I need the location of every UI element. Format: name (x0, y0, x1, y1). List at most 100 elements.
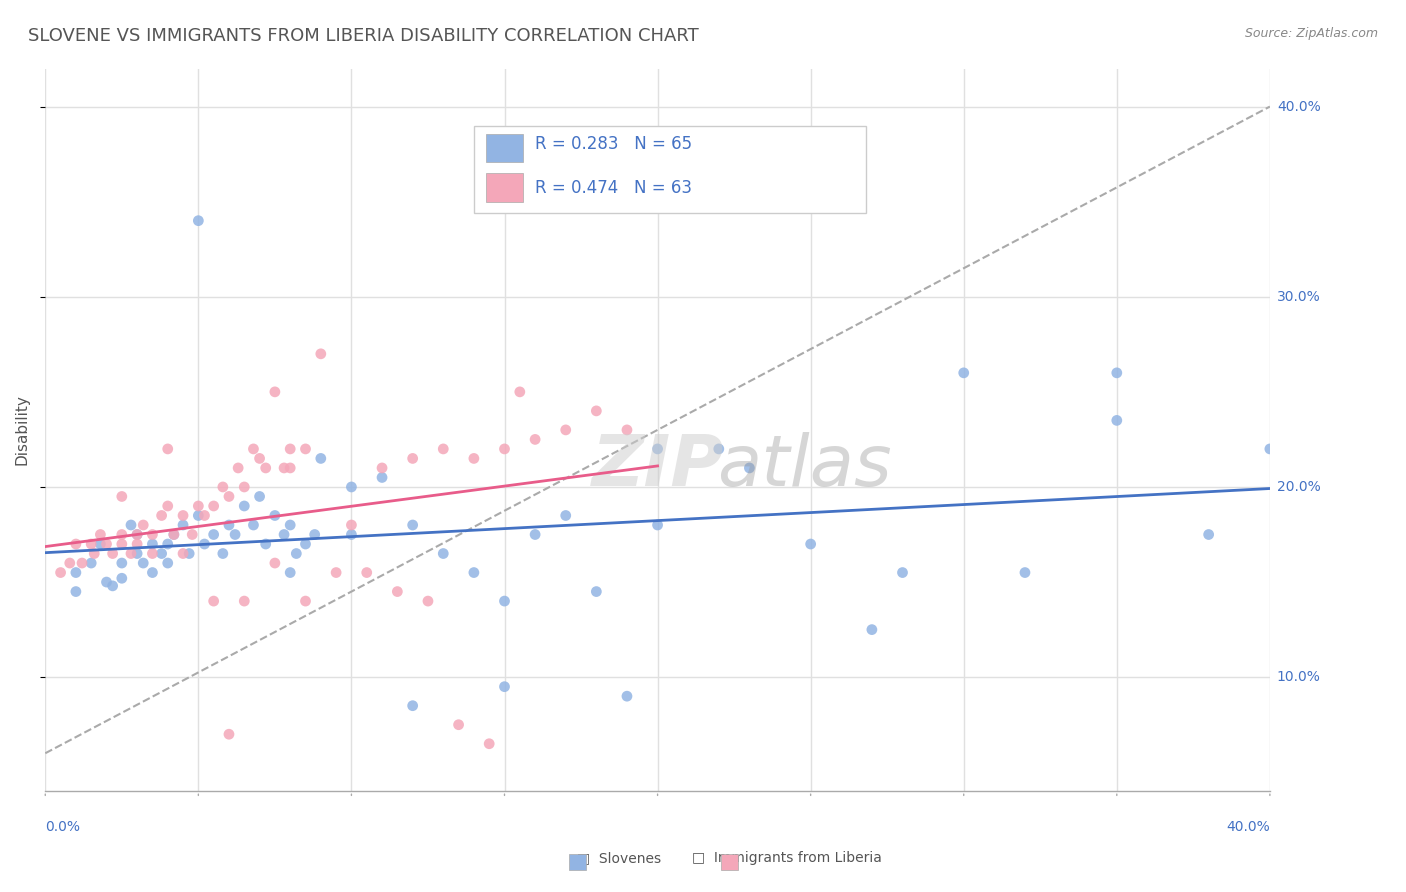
Point (860, 623, 883, 637)
Point (294, 594, 316, 608)
Point (218, 727, 240, 741)
Point (150, 508, 173, 523)
Point (242, 518, 264, 533)
Point (172, 508, 194, 523)
Point (264, 508, 287, 523)
Point (193, 537, 215, 551)
Point (218, 518, 240, 533)
Point (65, 537, 87, 551)
Text: atlas: atlas (717, 432, 891, 500)
Text: R = 0.474   N = 63: R = 0.474 N = 63 (536, 178, 692, 197)
Text: 10.0%: 10.0% (1277, 670, 1320, 684)
Point (120, 547, 142, 561)
Point (387, 584, 409, 599)
Point (509, 384, 531, 399)
Point (127, 547, 149, 561)
Point (226, 461, 249, 475)
Point (127, 537, 149, 551)
Point (278, 442, 301, 456)
Text: □  Slovenes: □ Slovenes (576, 851, 661, 865)
Point (285, 547, 308, 561)
Point (233, 480, 256, 494)
Point (249, 490, 271, 504)
Point (202, 527, 225, 541)
Point (554, 423, 576, 437)
Point (111, 490, 134, 504)
Y-axis label: Disability: Disability (15, 394, 30, 466)
Point (1105, 366, 1128, 380)
Point (273, 461, 295, 475)
Text: □  Immigrants from Liberia: □ Immigrants from Liberia (692, 851, 883, 865)
Point (179, 547, 201, 561)
Text: SLOVENE VS IMMIGRANTS FROM LIBERIA DISABILITY CORRELATION CHART: SLOVENE VS IMMIGRANTS FROM LIBERIA DISAB… (28, 27, 699, 45)
Point (49, 566, 72, 580)
Point (264, 556, 287, 570)
Point (101, 547, 124, 561)
Point (432, 442, 454, 456)
Point (371, 470, 394, 484)
Point (585, 584, 607, 599)
Point (585, 404, 607, 418)
Point (163, 527, 186, 541)
Point (172, 518, 194, 533)
Point (132, 518, 155, 533)
Point (1258, 442, 1281, 456)
Point (141, 537, 163, 551)
Point (494, 594, 516, 608)
Point (554, 508, 576, 523)
Point (163, 527, 186, 541)
Point (340, 480, 363, 494)
Point (340, 527, 363, 541)
Point (89, 527, 111, 541)
Point (218, 490, 240, 504)
Point (59, 556, 82, 570)
Point (249, 451, 271, 466)
Point (1014, 566, 1036, 580)
Text: R = 0.474   N = 63: R = 0.474 N = 63 (536, 178, 692, 197)
Point (1198, 527, 1220, 541)
FancyBboxPatch shape (486, 134, 523, 162)
Point (156, 537, 179, 551)
Point (647, 442, 669, 456)
Text: R = 0.283   N = 65: R = 0.283 N = 65 (536, 136, 692, 153)
Point (616, 689, 638, 703)
FancyBboxPatch shape (486, 134, 523, 162)
Point (707, 442, 730, 456)
Point (478, 737, 501, 751)
Point (172, 547, 194, 561)
Point (156, 499, 179, 513)
Point (89, 537, 111, 551)
Point (309, 347, 332, 361)
Point (254, 537, 277, 551)
Point (242, 442, 264, 456)
Point (111, 527, 134, 541)
Point (65, 584, 87, 599)
Point (211, 480, 233, 494)
Point (738, 461, 761, 475)
Point (647, 518, 669, 533)
Point (1105, 413, 1128, 427)
Point (356, 566, 378, 580)
Text: Source: ZipAtlas.com: Source: ZipAtlas.com (1244, 27, 1378, 40)
Text: 40.0%: 40.0% (1226, 820, 1270, 834)
Point (616, 423, 638, 437)
Point (304, 527, 326, 541)
Point (254, 461, 277, 475)
Point (181, 527, 204, 541)
Point (96, 537, 118, 551)
Point (187, 508, 209, 523)
Point (524, 433, 547, 447)
Point (120, 518, 142, 533)
Text: 0.0%: 0.0% (45, 820, 80, 834)
Point (187, 499, 209, 513)
Point (494, 442, 516, 456)
Point (141, 547, 163, 561)
Point (463, 451, 485, 466)
Point (294, 442, 316, 456)
Point (233, 499, 256, 513)
Text: 20.0%: 20.0% (1277, 480, 1320, 494)
Text: R = 0.283   N = 65: R = 0.283 N = 65 (536, 136, 692, 153)
Text: ZIP: ZIP (592, 432, 724, 500)
Text: 30.0%: 30.0% (1277, 290, 1320, 304)
Point (132, 556, 155, 570)
